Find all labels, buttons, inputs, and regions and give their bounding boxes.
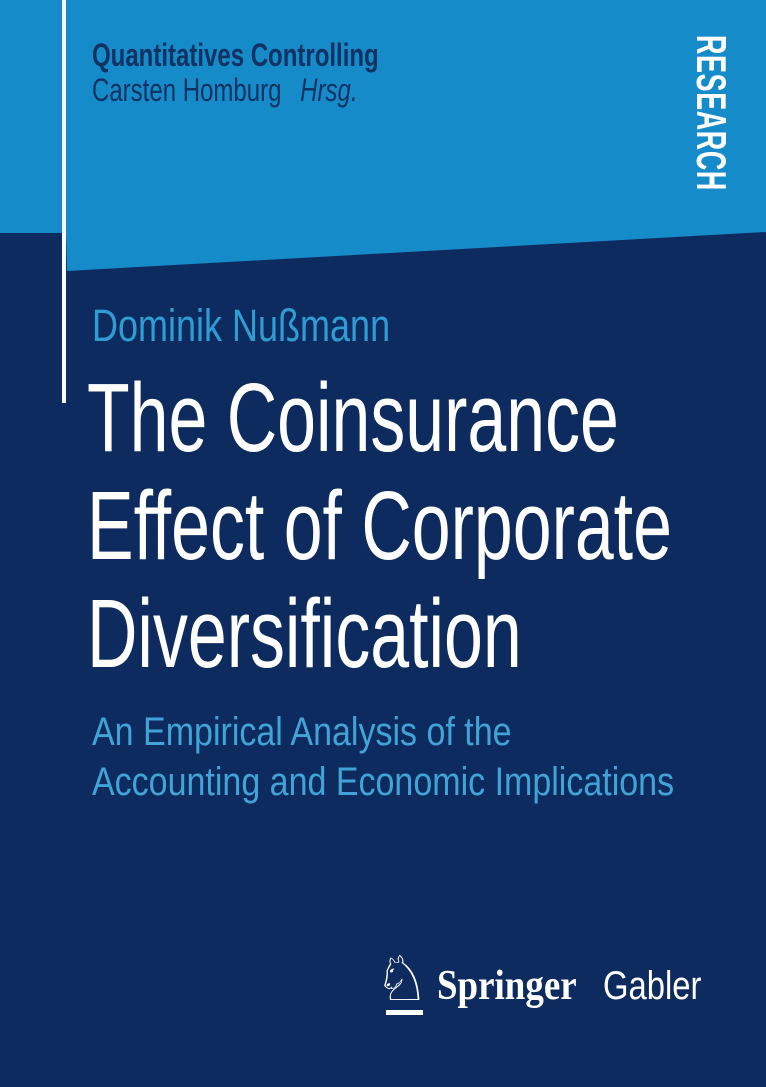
series-editor-line: Carsten Homburg Hrsg. — [92, 73, 379, 108]
publisher-imprint: Gabler — [602, 964, 702, 1008]
series-header: Quantitatives Controlling Carsten Hombur… — [92, 38, 379, 108]
book-title-line: The Coinsurance — [87, 363, 619, 472]
series-editor: Carsten Homburg — [92, 72, 282, 108]
book-title: The Coinsurance Effect of Corporate Dive… — [87, 364, 672, 688]
springer-horse-underline — [386, 1010, 423, 1015]
springer-horse-icon: ♘ — [374, 942, 430, 1015]
book-subtitle: An Empirical Analysis of the Accounting … — [92, 707, 674, 807]
publisher-brand: Springer — [437, 963, 577, 1009]
publisher-logo: Springer Gabler — [437, 965, 723, 1007]
book-subtitle-line: An Empirical Analysis of the — [92, 710, 512, 754]
top-blue-panel — [0, 0, 766, 271]
author-name: Dominik Nußmann — [92, 300, 391, 351]
book-title-line: Effect of Corporate — [87, 471, 672, 580]
book-subtitle-line: Accounting and Economic Implications — [92, 760, 675, 804]
series-editor-suffix: Hrsg. — [300, 72, 358, 108]
series-title: Quantitatives Controlling — [92, 37, 379, 73]
book-title-line: Diversification — [87, 579, 522, 688]
research-banner: RESEARCH — [688, 35, 735, 191]
vertical-rule — [62, 0, 66, 403]
